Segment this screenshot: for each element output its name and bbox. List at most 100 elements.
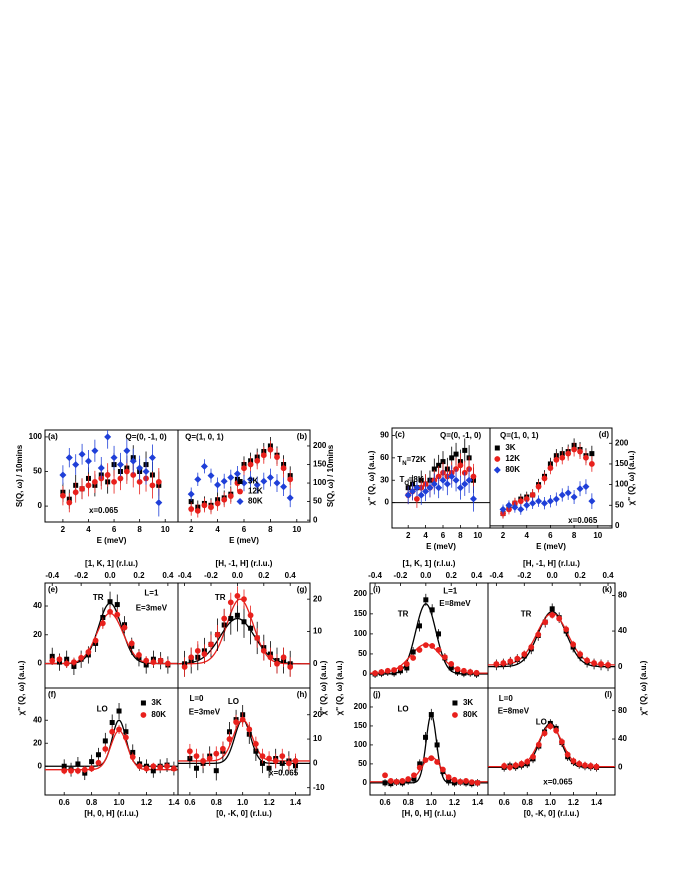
data-point — [136, 464, 144, 472]
annotation: Q=(1, 0, 1) — [185, 432, 224, 441]
data-point — [228, 616, 234, 622]
data-point — [92, 637, 99, 644]
data-point — [404, 491, 412, 499]
data-point — [440, 459, 446, 465]
data-point — [130, 472, 137, 478]
x-tick-label: 0.2 — [133, 571, 145, 580]
data-point — [564, 751, 571, 758]
y-tick-label: 0 — [313, 758, 318, 767]
plot-area — [370, 708, 488, 788]
legend-marker — [452, 712, 458, 718]
y-tick-label: 0 — [363, 669, 368, 678]
data-point — [517, 505, 525, 513]
data-point — [157, 657, 164, 664]
y-tick-label: 150 — [615, 459, 629, 468]
x-tick-label: 1.0 — [545, 798, 557, 807]
data-point — [66, 499, 73, 506]
data-point — [576, 485, 584, 493]
data-point — [164, 763, 170, 770]
panel-label: (g) — [297, 585, 308, 594]
legend-label: 80K — [151, 710, 166, 719]
data-point — [589, 451, 595, 457]
y-tick-label: 0 — [615, 521, 620, 530]
data-point — [552, 495, 560, 503]
x-axis-label: [0, -K, 0] (r.l.u.) — [216, 809, 272, 818]
y-tick-label: 40 — [33, 601, 42, 610]
panel-frame — [489, 427, 613, 529]
data-point — [241, 465, 247, 472]
data-point — [598, 661, 604, 667]
data-point — [549, 606, 555, 612]
y-tick-label: 0 — [38, 761, 43, 770]
data-point — [110, 454, 118, 462]
legend-marker — [140, 700, 146, 706]
data-point — [382, 772, 388, 779]
y-tick-label: 0 — [363, 778, 368, 787]
data-point — [518, 760, 525, 767]
annotation: x=0.065 — [543, 777, 573, 786]
panel: 0.6 0.8 1.0 1.2 1.4 0 40 80 [0, -K, 0] (r.l.u.) (… — [487, 687, 627, 818]
y-tick-label: 0 — [385, 498, 390, 507]
legend-marker — [494, 445, 500, 451]
data-point — [280, 483, 288, 491]
data-point — [253, 481, 261, 489]
x-axis-label: E (meV) — [426, 542, 456, 551]
x-tick-label: 0.8 — [86, 798, 98, 807]
data-point — [266, 755, 272, 762]
data-point — [460, 667, 467, 674]
y-tick-label: 20 — [313, 594, 322, 603]
data-point — [382, 780, 388, 786]
data-point — [286, 494, 294, 502]
data-point — [434, 742, 440, 748]
data-point — [114, 611, 121, 618]
data-point — [413, 484, 421, 492]
data-point — [274, 660, 280, 667]
panel: 2 4 6 8 10 0 30 60 90 E (meV) χ'' (Q, ω) (a.u.) (c)… — [367, 427, 491, 551]
x-axis-label: [H, 0, H] (r.l.u.) — [402, 809, 457, 818]
data-point — [524, 758, 531, 765]
data-point — [104, 472, 111, 478]
x-tick-label: 1.0 — [426, 798, 438, 807]
plot-area — [45, 702, 178, 781]
panel: 0.6 0.8 1.0 1.2 1.4 0 50 100 150 200 [H, 0, H] (r.… — [354, 687, 489, 818]
x-tick-label: 1.2 — [568, 798, 580, 807]
data-point — [372, 670, 378, 677]
data-point — [541, 730, 548, 737]
x-tick-label: 6 — [112, 525, 117, 534]
data-point — [428, 712, 434, 718]
data-point — [129, 457, 137, 465]
data-point — [116, 708, 122, 714]
data-point — [448, 473, 456, 481]
panel: -0.4 -0.2 0.0 0.2 0.4 0 20 40 [1, K, 1] (r.l.u.)… — [17, 559, 179, 715]
data-point — [547, 465, 554, 471]
data-point — [234, 593, 241, 599]
data-point — [457, 462, 464, 469]
data-point — [109, 728, 116, 735]
annotation: Q=(1, 0, 1) — [500, 431, 539, 440]
data-point — [473, 669, 480, 676]
data-point — [511, 503, 519, 511]
data-point — [514, 655, 521, 662]
data-point — [164, 660, 171, 667]
panel: 0.6 0.8 1.0 1.2 1.4 0 20 40 [H, 0, H] (r.l.u.) (f… — [33, 687, 180, 818]
data-point — [102, 746, 109, 752]
data-point — [441, 654, 448, 661]
y-axis-label: χ'' (Q, ω) (a.u.) — [367, 450, 376, 505]
y-axis-label: S(Q, ω) / 10mins — [326, 444, 335, 507]
data-point — [266, 765, 272, 771]
annotation-main: T — [397, 455, 402, 464]
data-point — [474, 779, 481, 786]
plot-area — [488, 603, 615, 672]
data-point — [114, 602, 120, 608]
data-point — [213, 750, 220, 757]
y-tick-label: 50 — [313, 497, 322, 506]
data-point — [150, 659, 157, 666]
data-point — [571, 446, 577, 453]
data-point — [136, 478, 143, 485]
data-point — [529, 499, 537, 507]
x-tick-label: 6 — [548, 531, 553, 540]
data-point — [157, 764, 164, 771]
data-point — [49, 657, 56, 664]
data-point — [541, 475, 548, 482]
